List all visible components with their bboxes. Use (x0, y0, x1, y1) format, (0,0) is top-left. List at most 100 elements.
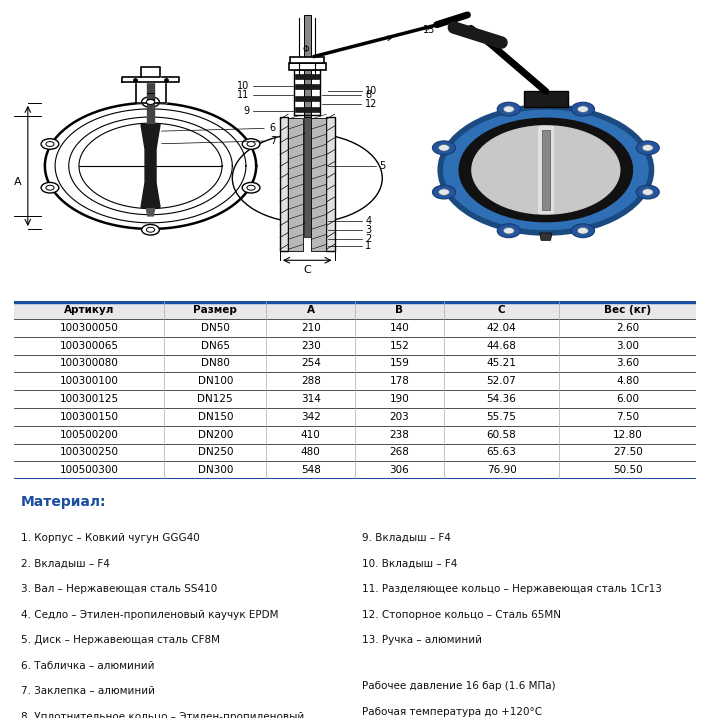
Text: 100300150: 100300150 (60, 412, 119, 422)
Circle shape (242, 139, 260, 149)
Text: 12: 12 (365, 98, 378, 108)
Polygon shape (141, 67, 160, 77)
Text: 159: 159 (389, 358, 409, 368)
Polygon shape (147, 80, 154, 123)
Bar (164, 462, 266, 479)
Bar (164, 301, 266, 319)
Text: 4. Седло – Этилен-пропиленовый каучук EPDM: 4. Седло – Этилен-пропиленовый каучук EP… (21, 610, 278, 620)
Text: 9. Вкладыш – F4: 9. Вкладыш – F4 (362, 533, 451, 543)
Circle shape (577, 106, 589, 113)
Text: 268: 268 (389, 447, 409, 457)
Bar (266, 319, 355, 337)
Circle shape (142, 97, 159, 107)
Bar (355, 319, 444, 337)
Text: 1. Корпус – Ковкий чугун GGG40: 1. Корпус – Ковкий чугун GGG40 (21, 533, 200, 543)
Polygon shape (295, 107, 320, 112)
Polygon shape (141, 124, 160, 208)
Text: 2: 2 (365, 234, 371, 244)
Circle shape (503, 228, 514, 234)
Text: Артикул: Артикул (64, 305, 114, 315)
Text: DN80: DN80 (201, 358, 230, 368)
Bar (164, 319, 266, 337)
Text: DN65: DN65 (201, 340, 230, 350)
Polygon shape (290, 57, 324, 63)
Circle shape (572, 102, 594, 116)
Bar (14, 355, 164, 373)
Bar (444, 355, 559, 373)
Text: 100500300: 100500300 (60, 465, 119, 475)
Text: 3. Вал – Нержавеющая сталь SS410: 3. Вал – Нержавеющая сталь SS410 (21, 584, 217, 594)
Circle shape (247, 185, 255, 190)
Circle shape (432, 185, 456, 199)
Text: 76.90: 76.90 (486, 465, 516, 475)
Text: DN300: DN300 (197, 465, 233, 475)
Text: 12.80: 12.80 (613, 429, 643, 439)
Circle shape (46, 185, 54, 190)
Text: DN150: DN150 (197, 412, 233, 422)
Text: 203: 203 (389, 412, 409, 422)
Circle shape (232, 134, 382, 223)
Bar (355, 426, 444, 444)
Text: 54.36: 54.36 (486, 394, 516, 404)
Text: Материал:: Материал: (21, 495, 106, 509)
Text: 55.75: 55.75 (486, 412, 516, 422)
Circle shape (46, 141, 54, 146)
Circle shape (41, 182, 59, 193)
Bar (266, 390, 355, 408)
Text: 100300065: 100300065 (60, 340, 119, 350)
Bar (164, 444, 266, 462)
Bar (559, 444, 696, 462)
Bar (559, 462, 696, 479)
Text: 13: 13 (423, 25, 435, 35)
Bar (559, 301, 696, 319)
Text: 27.50: 27.50 (613, 447, 643, 457)
Text: 6. Табличка – алюминий: 6. Табличка – алюминий (21, 661, 155, 671)
Bar (266, 355, 355, 373)
Text: 9: 9 (244, 106, 249, 116)
Polygon shape (304, 117, 311, 237)
Bar (164, 390, 266, 408)
Bar (355, 355, 444, 373)
Circle shape (242, 182, 260, 193)
Circle shape (643, 144, 653, 151)
Text: 3.00: 3.00 (616, 340, 639, 350)
Bar (14, 462, 164, 479)
Circle shape (636, 141, 660, 154)
Polygon shape (304, 15, 311, 117)
Text: Рабочее давление 16 бар (1.6 МПа): Рабочее давление 16 бар (1.6 МПа) (362, 681, 555, 691)
Bar (14, 373, 164, 390)
Text: 342: 342 (301, 412, 321, 422)
Text: 210: 210 (301, 323, 321, 333)
Bar (14, 444, 164, 462)
Text: Вес (кг): Вес (кг) (604, 305, 651, 315)
Bar (444, 319, 559, 337)
Bar (559, 337, 696, 355)
Text: 100300250: 100300250 (60, 447, 119, 457)
Circle shape (142, 225, 159, 235)
Text: 44.68: 44.68 (486, 340, 516, 350)
Circle shape (572, 224, 594, 238)
Bar (164, 355, 266, 373)
Text: 2. Вкладыш – F4: 2. Вкладыш – F4 (21, 559, 110, 569)
Text: 3: 3 (365, 225, 371, 236)
Bar (164, 373, 266, 390)
Bar (355, 373, 444, 390)
Text: 50.50: 50.50 (613, 465, 643, 475)
Polygon shape (537, 126, 554, 214)
Bar (266, 426, 355, 444)
Bar (164, 337, 266, 355)
Polygon shape (289, 63, 326, 70)
Bar (355, 408, 444, 426)
Text: A: A (13, 177, 21, 187)
Text: 1: 1 (365, 241, 371, 251)
Bar (14, 337, 164, 355)
Bar (355, 444, 444, 462)
Circle shape (636, 185, 660, 199)
Circle shape (146, 100, 155, 104)
Bar (14, 390, 164, 408)
Text: 100300080: 100300080 (60, 358, 119, 368)
Text: DN125: DN125 (197, 394, 233, 404)
Bar (14, 408, 164, 426)
Bar (14, 319, 164, 337)
Text: 306: 306 (389, 465, 409, 475)
